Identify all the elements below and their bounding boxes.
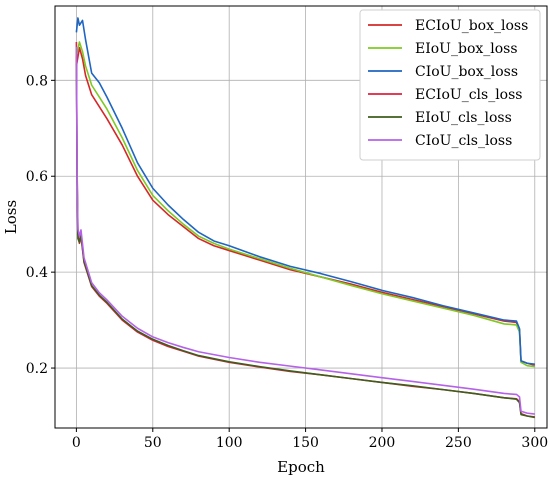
series-line-ciou-box-loss [75, 17, 535, 366]
x-tick-label: 250 [445, 435, 472, 451]
y-axis-ticks: 0.2 0.4 0.6 0.8 [26, 73, 55, 377]
series-line-eiou-box-loss [75, 41, 535, 368]
y-tick-label: 0.6 [26, 169, 48, 185]
x-tick-label: 300 [521, 435, 548, 451]
y-axis-label: Loss [2, 200, 20, 234]
y-tick-label: 0.2 [26, 361, 48, 377]
legend-label-eiou-cls-loss: EIoU_cls_loss [415, 110, 512, 126]
x-tick-label: 50 [144, 435, 162, 451]
legend-label-eiou-box-loss: EIoU_box_loss [415, 41, 518, 57]
series-group [75, 17, 535, 419]
legend-label-ciou-box-loss: CIoU_box_loss [415, 64, 518, 80]
x-tick-label: 0 [72, 435, 81, 451]
series-line-eciou-box-loss [75, 46, 535, 366]
legend-label-eciou-cls-loss: ECIoU_cls_loss [415, 87, 522, 103]
x-axis-ticks: 0 50 100 150 200 250 300 [72, 428, 548, 451]
x-tick-label: 100 [216, 435, 243, 451]
series-line-ciou-cls-loss [75, 46, 535, 415]
legend-box [359, 9, 541, 161]
plot-frame [54, 5, 548, 429]
legend-label-ciou-cls-loss: CIoU_cls_loss [415, 133, 512, 149]
x-tick-label: 150 [292, 435, 319, 451]
x-axis-label: Epoch [277, 458, 325, 476]
y-tick-label: 0.8 [26, 73, 48, 89]
y-tick-label: 0.4 [26, 265, 48, 281]
legend: ECIoU_box_loss EIoU_box_loss CIoU_box_loss… [359, 9, 541, 161]
legend-label-eciou-box-loss: ECIoU_box_loss [415, 18, 528, 34]
x-tick-label: 200 [369, 435, 396, 451]
